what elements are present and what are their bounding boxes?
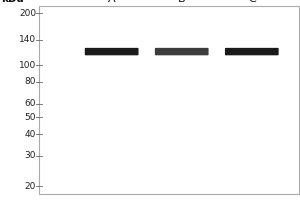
Text: 80: 80 (25, 77, 36, 86)
Text: 140: 140 (19, 35, 36, 44)
Text: 100: 100 (19, 61, 36, 70)
Text: 40: 40 (25, 130, 36, 139)
FancyBboxPatch shape (85, 48, 139, 55)
Text: C: C (248, 0, 256, 4)
Text: 20: 20 (25, 182, 36, 191)
FancyBboxPatch shape (39, 6, 298, 194)
Text: B: B (178, 0, 185, 4)
Text: 50: 50 (25, 113, 36, 122)
Text: A: A (108, 0, 116, 4)
FancyBboxPatch shape (155, 48, 208, 55)
FancyBboxPatch shape (225, 48, 279, 55)
Text: kDa: kDa (2, 0, 24, 4)
Text: 200: 200 (19, 9, 36, 18)
Text: 60: 60 (25, 99, 36, 108)
Text: 30: 30 (25, 151, 36, 160)
